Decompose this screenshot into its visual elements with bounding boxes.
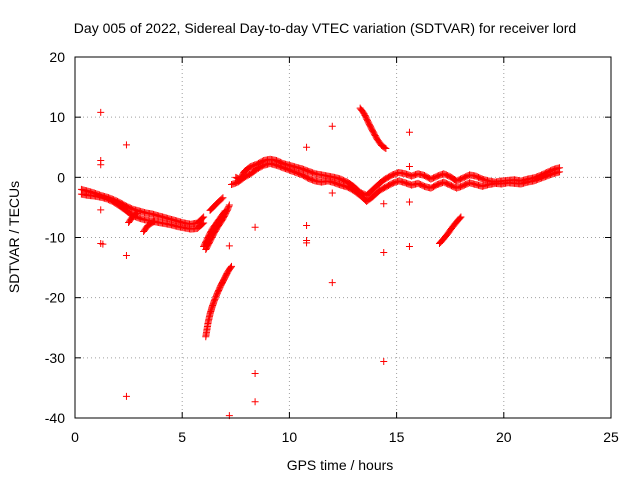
x-tick-label: 25 [603, 429, 619, 445]
data-point [133, 209, 141, 217]
data-point [132, 210, 140, 218]
outlier-point [251, 223, 259, 231]
outlier-point [251, 398, 259, 406]
outlier-point [97, 108, 105, 116]
data-point [225, 202, 233, 210]
outlier-point [405, 243, 413, 251]
outlier-point [380, 357, 388, 365]
data-point [200, 219, 208, 227]
y-axis-label: SDTVAR / TECUs [6, 181, 22, 293]
outlier-point [328, 122, 336, 130]
data-point [200, 213, 208, 221]
data-point [457, 213, 465, 221]
outlier-point [328, 279, 336, 287]
outlier-point [405, 128, 413, 136]
x-tick-label: 10 [282, 429, 298, 445]
outlier-point [122, 252, 130, 260]
outlier-point [97, 206, 105, 214]
y-tick-label: 10 [49, 109, 65, 125]
outlier-point [380, 200, 388, 208]
y-tick-label: -30 [45, 350, 65, 366]
x-tick-label: 15 [389, 429, 405, 445]
outlier-point [328, 189, 336, 197]
data-point [382, 144, 390, 152]
data-point [199, 220, 207, 228]
data-point [556, 168, 564, 176]
x-tick-label: 20 [496, 429, 512, 445]
data-point [381, 144, 389, 152]
data-point [456, 214, 464, 222]
y-tick-label: -20 [45, 290, 65, 306]
data-point [218, 195, 226, 203]
data-point [150, 217, 158, 225]
y-tick-label: 0 [57, 169, 65, 185]
x-tick-label: 5 [178, 429, 186, 445]
y-tick-label: -10 [45, 230, 65, 246]
data-points [77, 104, 564, 420]
x-axis-label: GPS time / hours [287, 457, 394, 473]
data-point [225, 201, 233, 209]
outlier-point [122, 392, 130, 400]
chart-title: Day 005 of 2022, Sidereal Day-to-day VTE… [74, 20, 576, 36]
x-tick-label: 0 [71, 429, 79, 445]
outlier-point [99, 240, 107, 248]
data-point [227, 263, 235, 271]
grid [75, 57, 611, 418]
outlier-point [303, 239, 311, 247]
axis-ticks: 0 5 10 15 20 25 -40 -30 -20 -10 0 10 20 [45, 49, 619, 445]
outlier-point [251, 369, 259, 377]
outlier-point [97, 161, 105, 169]
data-point [199, 214, 207, 222]
outlier-point [122, 141, 130, 149]
y-tick-label: -40 [45, 410, 65, 426]
data-point [219, 194, 227, 202]
y-tick-label: 20 [49, 49, 65, 65]
data-point [228, 262, 236, 270]
outlier-point [405, 163, 413, 171]
outlier-point [380, 249, 388, 257]
outlier-point [225, 242, 233, 250]
data-point [220, 208, 228, 216]
outlier-point [303, 143, 311, 151]
data-point [221, 207, 229, 215]
outlier-point [405, 198, 413, 206]
outlier-point [303, 221, 311, 229]
data-point [149, 218, 157, 226]
